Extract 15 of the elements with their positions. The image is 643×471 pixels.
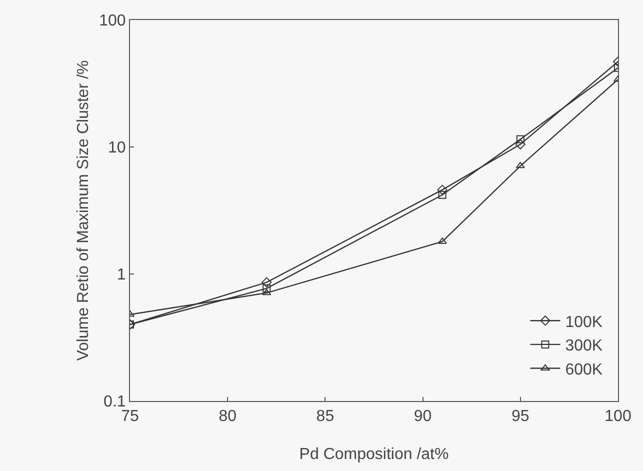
x-tick-label: 90 bbox=[414, 408, 432, 426]
y-axis-title: Volume Retio of Maximum Size Cluster /% bbox=[75, 60, 92, 361]
x-tick-label: 100 bbox=[604, 408, 632, 426]
x-tick-label: 95 bbox=[512, 408, 530, 426]
legend-label: 300K bbox=[565, 338, 603, 355]
legend-label: 600K bbox=[565, 362, 603, 378]
x-axis-title: Pd Composition /at% bbox=[299, 446, 449, 463]
x-tick-label: 80 bbox=[218, 408, 237, 426]
y-tick-label: 1 bbox=[116, 266, 126, 284]
legend-label: 100K bbox=[565, 314, 603, 331]
y-tick-label: 100 bbox=[99, 12, 126, 30]
x-tick-label: 85 bbox=[316, 408, 334, 426]
y-tick-label: 10 bbox=[108, 140, 126, 157]
y-tick-label: 0.1 bbox=[104, 394, 126, 411]
x-tick-label: 75 bbox=[121, 408, 139, 426]
